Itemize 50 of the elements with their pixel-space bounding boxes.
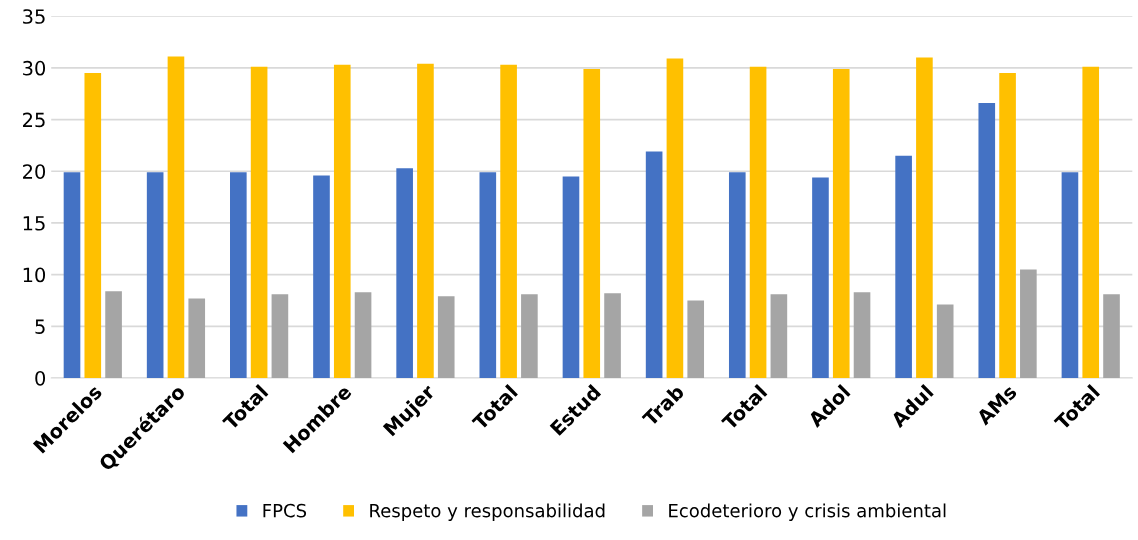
y-tick-label: 30 — [23, 60, 46, 76]
bar — [770, 294, 788, 378]
y-tick-label: 5 — [35, 319, 45, 334]
bar — [167, 56, 185, 378]
bar — [313, 175, 330, 378]
bar — [583, 68, 601, 378]
y-tick-label: 0 — [35, 370, 46, 386]
bar — [63, 172, 81, 378]
bar — [853, 292, 871, 378]
bar — [500, 64, 517, 378]
bar — [687, 300, 705, 378]
y-tick-label: 35 — [23, 9, 45, 24]
bar — [84, 73, 102, 378]
bar — [1082, 66, 1100, 378]
bar — [916, 57, 933, 378]
bar — [1061, 172, 1079, 378]
bar — [146, 172, 164, 378]
bar — [645, 151, 663, 378]
bar — [271, 294, 289, 378]
bar — [188, 298, 206, 378]
bar — [999, 73, 1016, 378]
legend-label: FPCS — [263, 503, 307, 518]
y-tick-label: 20 — [23, 164, 46, 179]
bar — [749, 66, 767, 378]
y-tick-label: 10 — [23, 267, 46, 283]
bar — [728, 172, 746, 378]
y-tick-label: 25 — [23, 112, 45, 128]
legend-label: Respeto y responsabilidad — [370, 503, 605, 521]
bar — [604, 293, 621, 378]
bar — [396, 168, 413, 378]
bar — [1103, 294, 1120, 378]
bar — [521, 294, 538, 378]
bar — [978, 103, 996, 378]
bar — [936, 304, 954, 378]
legend-label: Ecodeterioro y crisis ambiental — [669, 503, 946, 521]
bar — [895, 155, 912, 378]
bar — [666, 58, 684, 378]
bar — [562, 176, 580, 378]
bar — [417, 63, 434, 378]
bar — [812, 177, 829, 378]
y-tick-label: 15 — [23, 216, 45, 231]
bar — [250, 66, 268, 378]
bar — [333, 64, 351, 378]
bar — [354, 292, 372, 378]
bar — [437, 296, 455, 378]
bar — [1020, 269, 1037, 378]
bar — [230, 172, 247, 378]
bar — [105, 291, 122, 378]
bar — [479, 172, 497, 378]
bar — [832, 68, 850, 378]
